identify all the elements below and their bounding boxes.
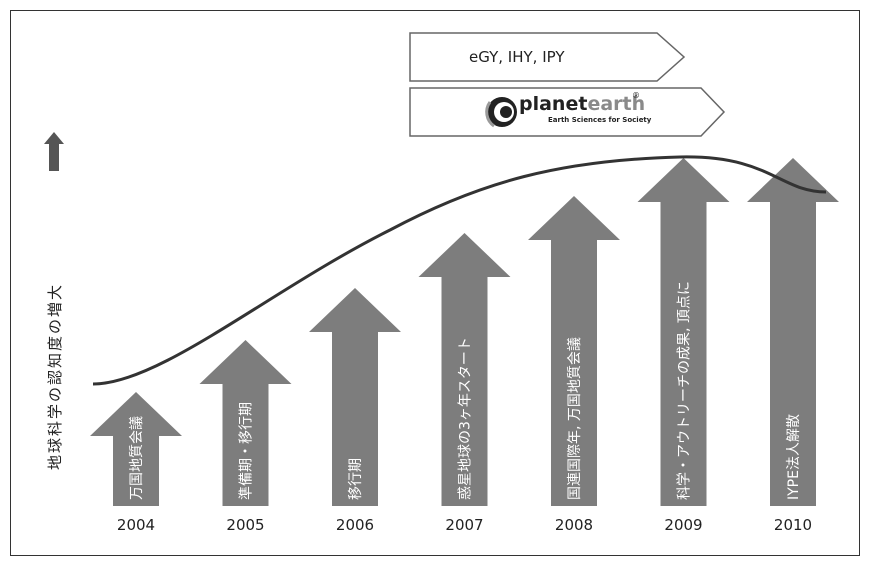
year-labels: 2004 2005 2006 2007 2008 2009 2010 [117,516,812,534]
banner-egy-ihy-ipy: eGY, IHY, IPY [409,32,686,82]
arrow-label-2005: 準備期・移行期 [239,402,255,500]
arrow-2005 [199,340,292,506]
arrow-label-2009: 科学・アウトリーチの成果, 頂点に [677,281,693,500]
year-label-2010: 2010 [774,516,812,534]
arrow-label-2004: 万国地質会議 [128,416,145,500]
arrow-2006 [309,288,401,506]
arrow-2004 [90,392,182,506]
logo-tagline: Earth Sciences for Society [548,116,652,124]
awareness-curve [92,155,827,386]
arrow-2010 [747,158,839,506]
up-arrow-icon [44,132,64,171]
arrow-label-2010: IYPE法人解散 [786,414,802,500]
planet-earth-logo-icon [485,97,517,128]
logo-registered-mark: ® [632,91,640,100]
year-label-2004: 2004 [117,516,155,534]
year-label-2009: 2009 [664,516,702,534]
timeline-arrows: 万国地質会議 準備期・移行期移行期 惑星地球の3ヶ年スタート 国連国際年, 万国地質会… [90,158,839,506]
y-axis-label: 地球科学の認知度の増大 [46,283,64,470]
arrow-label-2008: 国連国際年, 万国地質会議 [566,337,583,500]
arrow-label-2007: 惑星地球の3ヶ年スタート [458,337,474,500]
year-label-2007: 2007 [445,516,483,534]
banner-planet-earth: planetearth ® Earth Sciences for Society [409,87,726,137]
year-label-2006: 2006 [336,516,374,534]
banner-text: eGY, IHY, IPY [469,48,565,66]
arrow-2008 [528,196,620,506]
year-label-2008: 2008 [555,516,593,534]
logo-wordmark: planetearth [519,93,645,115]
arrow-label-2006: 移行期 [348,458,364,500]
arrow-2009 [637,158,730,506]
arrow-2007 [418,233,511,506]
year-label-2005: 2005 [226,516,264,534]
